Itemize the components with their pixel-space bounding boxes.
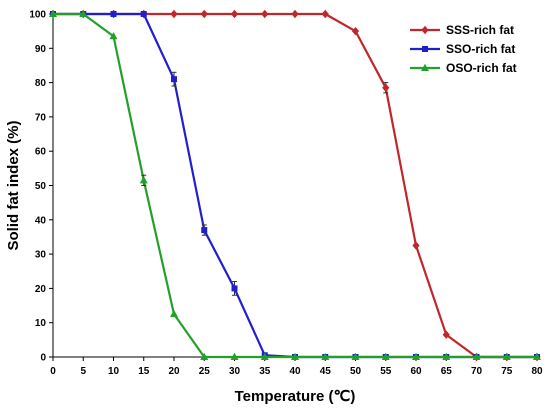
x-axis-label: Temperature (℃) [235, 388, 356, 405]
legend-item-2: OSO-rich fat [410, 61, 517, 75]
y-tick-label: 40 [35, 215, 47, 226]
x-tick-label: 0 [50, 366, 56, 377]
x-tick-label: 40 [289, 366, 301, 377]
y-tick-label: 30 [35, 250, 47, 261]
data-point [200, 9, 208, 19]
legend-marker [421, 63, 429, 71]
data-point [170, 309, 178, 318]
legend-label: SSO-rich fat [446, 42, 515, 56]
legend-marker [422, 46, 428, 52]
data-point [351, 26, 360, 36]
x-tick-label: 25 [199, 366, 211, 377]
data-point [109, 32, 118, 40]
legend-marker [421, 25, 429, 35]
x-tick-label: 55 [380, 366, 392, 377]
y-axis-label: Solid fat index (%) [5, 120, 22, 250]
x-tick-label: 20 [168, 366, 180, 377]
legend-item-1: SSO-rich fat [410, 42, 515, 56]
data-point [291, 352, 299, 360]
series-2 [49, 9, 541, 360]
x-tick-label: 50 [350, 366, 362, 377]
y-tick-label: 20 [35, 284, 47, 295]
data-point [261, 9, 269, 19]
legend-label: OSO-rich fat [446, 61, 517, 75]
data-point [412, 241, 420, 250]
data-point [291, 9, 299, 19]
y-tick-label: 60 [35, 147, 47, 158]
axes: 0 10 20 30 40 50 60 70 80 90 100 0 5 10 15 20 25 30 35 40 45… [29, 10, 543, 378]
x-tick-label: 60 [410, 366, 422, 377]
y-tick-label: 100 [29, 10, 46, 21]
data-point [442, 352, 451, 360]
data-point [321, 9, 329, 19]
legend-item-0: SSS-rich fat [410, 23, 514, 37]
y-tick-label: 50 [35, 181, 47, 192]
x-tick-label: 80 [531, 366, 543, 377]
data-point [110, 11, 117, 17]
y-tick-label: 0 [40, 353, 46, 364]
x-tick-label: 5 [80, 366, 86, 377]
x-tick-label: 65 [441, 366, 453, 377]
data-point [230, 9, 239, 19]
data-point [201, 227, 208, 234]
x-tick-label: 45 [320, 366, 332, 377]
series-layer [49, 9, 541, 362]
x-tick-label: 75 [501, 366, 513, 377]
data-point [171, 76, 177, 83]
data-point [321, 352, 330, 360]
x-tick-label: 30 [229, 366, 241, 377]
data-point [382, 83, 390, 92]
y-tick-label: 70 [35, 112, 47, 123]
legend: SSS-rich fat SSO-rich fat OSO-rich fat [410, 23, 517, 75]
data-point [351, 352, 360, 360]
data-point [442, 330, 450, 339]
x-tick-label: 35 [259, 366, 271, 377]
data-point [412, 352, 420, 360]
data-point [260, 352, 269, 360]
data-point [79, 9, 88, 17]
data-point [230, 352, 239, 360]
x-tick-label: 15 [138, 366, 150, 377]
data-point [231, 285, 238, 292]
data-point [170, 9, 178, 19]
data-point [381, 352, 390, 360]
y-tick-label: 90 [35, 44, 47, 55]
y-tick-label: 80 [35, 78, 47, 89]
data-point [140, 11, 147, 17]
legend-label: SSS-rich fat [446, 23, 514, 37]
data-point [49, 9, 57, 17]
data-point [139, 176, 148, 184]
x-tick-label: 70 [471, 366, 483, 377]
data-point [533, 352, 541, 360]
data-point [502, 352, 511, 360]
data-point [472, 352, 481, 360]
x-tick-label: 10 [108, 366, 120, 377]
data-point [200, 352, 209, 360]
y-tick-label: 10 [35, 318, 47, 329]
